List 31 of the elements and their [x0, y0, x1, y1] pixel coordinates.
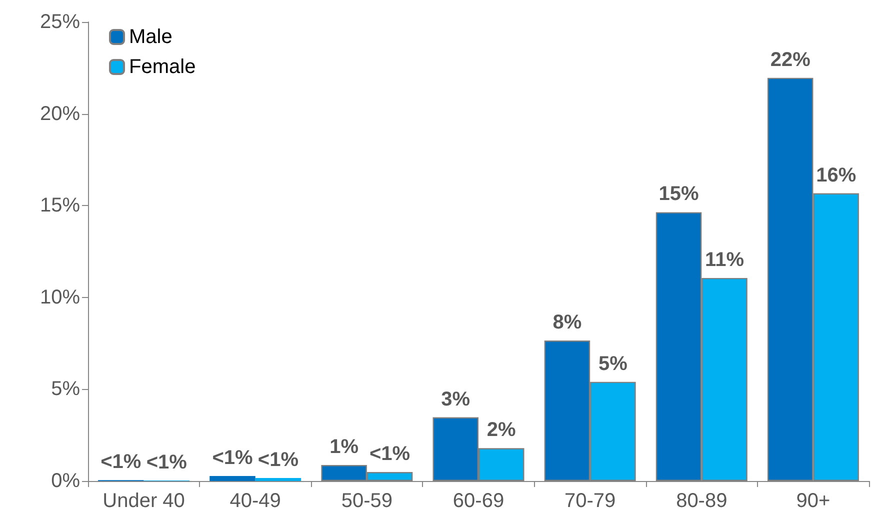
y-tick-label: 0%	[51, 470, 80, 492]
y-tick-label: 25%	[40, 11, 80, 33]
data-label: 3%	[441, 388, 470, 410]
data-label: <1%	[258, 449, 299, 472]
data-label: <1%	[146, 451, 188, 474]
y-tick-label: 10%	[40, 286, 80, 308]
x-tick-label: 90+	[796, 490, 830, 512]
data-label: 15%	[658, 183, 699, 206]
y-tick-label: 5%	[51, 378, 80, 400]
x-tick-label: 40-49	[230, 490, 281, 512]
data-label: 11%	[705, 248, 744, 271]
data-label: 5%	[598, 352, 628, 375]
data-label: 22%	[770, 48, 811, 71]
data-label: 1%	[330, 436, 359, 458]
data-label: <1%	[100, 451, 142, 474]
legend-label: Female	[129, 56, 196, 78]
x-tick-label: 60-69	[452, 490, 504, 512]
data-label: <1%	[370, 443, 410, 466]
x-tick-label: 70-79	[564, 490, 616, 512]
x-tick-label: 50-59	[341, 490, 393, 512]
data-label: <1%	[212, 447, 253, 470]
y-tick-label: 15%	[40, 194, 80, 217]
x-tick-label: 80-89	[676, 490, 728, 512]
bar	[210, 476, 256, 481]
data-label: 8%	[552, 312, 582, 334]
bar	[255, 478, 302, 481]
y-tick-label: 20%	[40, 102, 80, 125]
data-label: 2%	[486, 419, 516, 442]
legend-label: Male	[129, 26, 172, 48]
x-tick-label: Under 40	[102, 490, 185, 512]
data-label: 16%	[816, 164, 856, 186]
